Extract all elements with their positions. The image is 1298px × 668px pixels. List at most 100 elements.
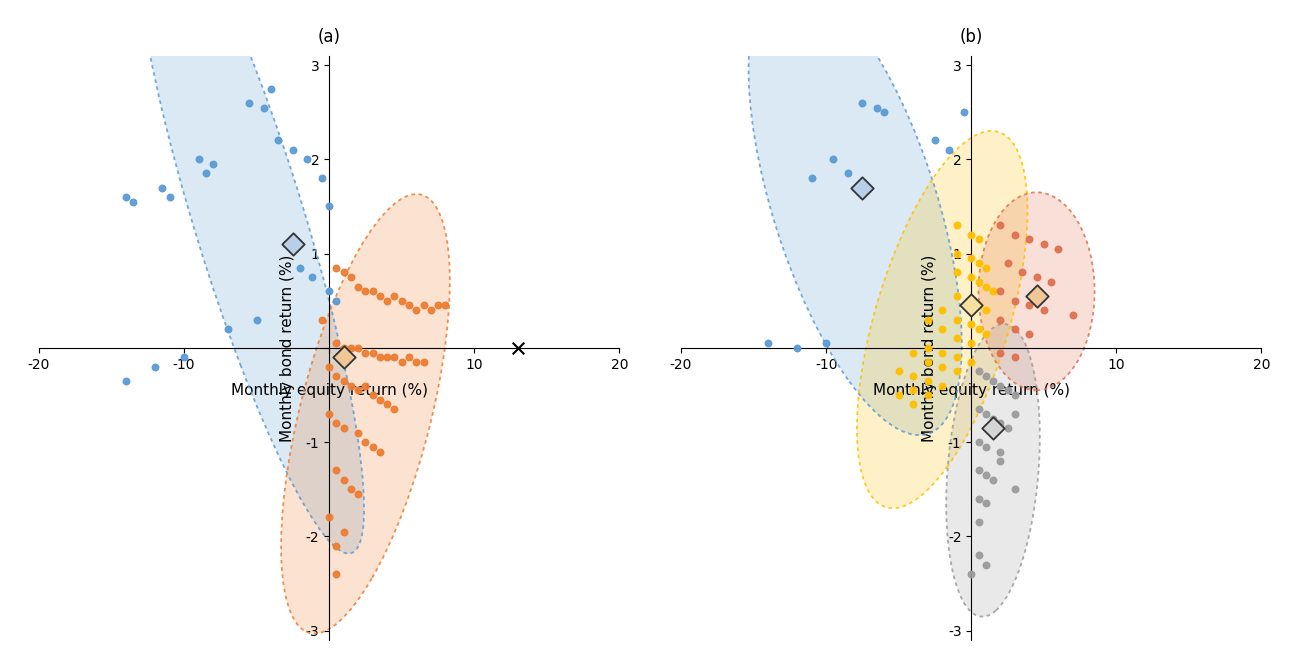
Point bbox=[946, 352, 967, 363]
Point bbox=[334, 526, 354, 537]
Point bbox=[326, 371, 347, 381]
Point bbox=[421, 305, 441, 315]
Point bbox=[152, 182, 173, 193]
Point bbox=[275, 239, 296, 250]
X-axis label: Monthly equity return (%): Monthly equity return (%) bbox=[231, 383, 427, 397]
Point bbox=[997, 385, 1018, 395]
Point bbox=[356, 437, 376, 448]
Point bbox=[348, 385, 369, 395]
Point bbox=[1033, 239, 1054, 250]
Ellipse shape bbox=[979, 192, 1094, 390]
Point bbox=[903, 399, 924, 409]
Point bbox=[160, 192, 180, 202]
Point bbox=[888, 366, 909, 377]
Point bbox=[990, 456, 1011, 466]
Point bbox=[946, 366, 967, 377]
Point bbox=[116, 375, 136, 386]
Point bbox=[851, 182, 872, 193]
Point bbox=[1005, 484, 1025, 494]
Point bbox=[217, 324, 238, 335]
Point bbox=[326, 568, 347, 579]
Point bbox=[961, 272, 981, 283]
Point bbox=[946, 267, 967, 278]
Point bbox=[334, 343, 354, 353]
Ellipse shape bbox=[282, 194, 450, 633]
Point bbox=[932, 305, 953, 315]
Point bbox=[348, 281, 369, 292]
Point bbox=[384, 291, 405, 301]
Point bbox=[1027, 291, 1047, 301]
Point bbox=[1047, 244, 1068, 255]
Point bbox=[1027, 272, 1047, 283]
Point bbox=[903, 385, 924, 395]
Ellipse shape bbox=[135, 0, 365, 554]
Point bbox=[1019, 300, 1040, 311]
Point bbox=[334, 352, 354, 363]
Point bbox=[1005, 389, 1025, 400]
Point bbox=[247, 314, 267, 325]
Point bbox=[961, 319, 981, 329]
Point bbox=[975, 498, 996, 509]
Point bbox=[326, 418, 347, 429]
Point bbox=[174, 352, 195, 363]
Point bbox=[326, 465, 347, 476]
Point bbox=[326, 263, 347, 273]
Point bbox=[990, 347, 1011, 358]
Point bbox=[924, 135, 945, 146]
Title: (b): (b) bbox=[959, 28, 983, 46]
Point bbox=[319, 408, 340, 419]
Point bbox=[888, 389, 909, 400]
Point bbox=[348, 343, 369, 353]
Point bbox=[968, 437, 989, 448]
Point bbox=[983, 413, 1003, 424]
Point bbox=[918, 389, 938, 400]
Point bbox=[968, 300, 989, 311]
Point bbox=[954, 107, 975, 118]
X-axis label: Monthly equity return (%): Monthly equity return (%) bbox=[872, 383, 1070, 397]
Point bbox=[932, 361, 953, 372]
Point bbox=[968, 465, 989, 476]
Point bbox=[983, 375, 1003, 386]
Point bbox=[384, 352, 405, 363]
Point bbox=[983, 474, 1003, 485]
Point bbox=[398, 352, 419, 363]
Point bbox=[334, 267, 354, 278]
Point bbox=[961, 338, 981, 349]
Point bbox=[1005, 408, 1025, 419]
Point bbox=[968, 493, 989, 504]
Point bbox=[326, 338, 347, 349]
Title: (a): (a) bbox=[318, 28, 340, 46]
Point bbox=[362, 286, 383, 297]
Point bbox=[801, 173, 822, 184]
Point bbox=[961, 568, 981, 579]
Point bbox=[918, 343, 938, 353]
Point bbox=[301, 272, 322, 283]
Point bbox=[867, 102, 888, 113]
Point bbox=[932, 324, 953, 335]
Point bbox=[851, 98, 872, 108]
Point bbox=[990, 314, 1011, 325]
Point bbox=[837, 168, 858, 179]
Y-axis label: Monthly bond return (%): Monthly bond return (%) bbox=[922, 254, 937, 442]
Point bbox=[968, 366, 989, 377]
Point bbox=[319, 286, 340, 297]
Point bbox=[983, 423, 1003, 434]
Point bbox=[319, 201, 340, 212]
Point bbox=[392, 357, 413, 367]
Point bbox=[1019, 234, 1040, 244]
Point bbox=[123, 196, 144, 207]
Point bbox=[946, 333, 967, 344]
Point bbox=[787, 343, 807, 353]
Point bbox=[340, 272, 361, 283]
Point bbox=[990, 446, 1011, 457]
Point bbox=[983, 286, 1003, 297]
Point bbox=[370, 291, 391, 301]
Point bbox=[903, 347, 924, 358]
Point bbox=[348, 428, 369, 438]
Point bbox=[334, 375, 354, 386]
Point bbox=[975, 305, 996, 315]
Point bbox=[946, 314, 967, 325]
Point bbox=[202, 159, 223, 170]
Point bbox=[975, 408, 996, 419]
Point bbox=[938, 144, 959, 155]
